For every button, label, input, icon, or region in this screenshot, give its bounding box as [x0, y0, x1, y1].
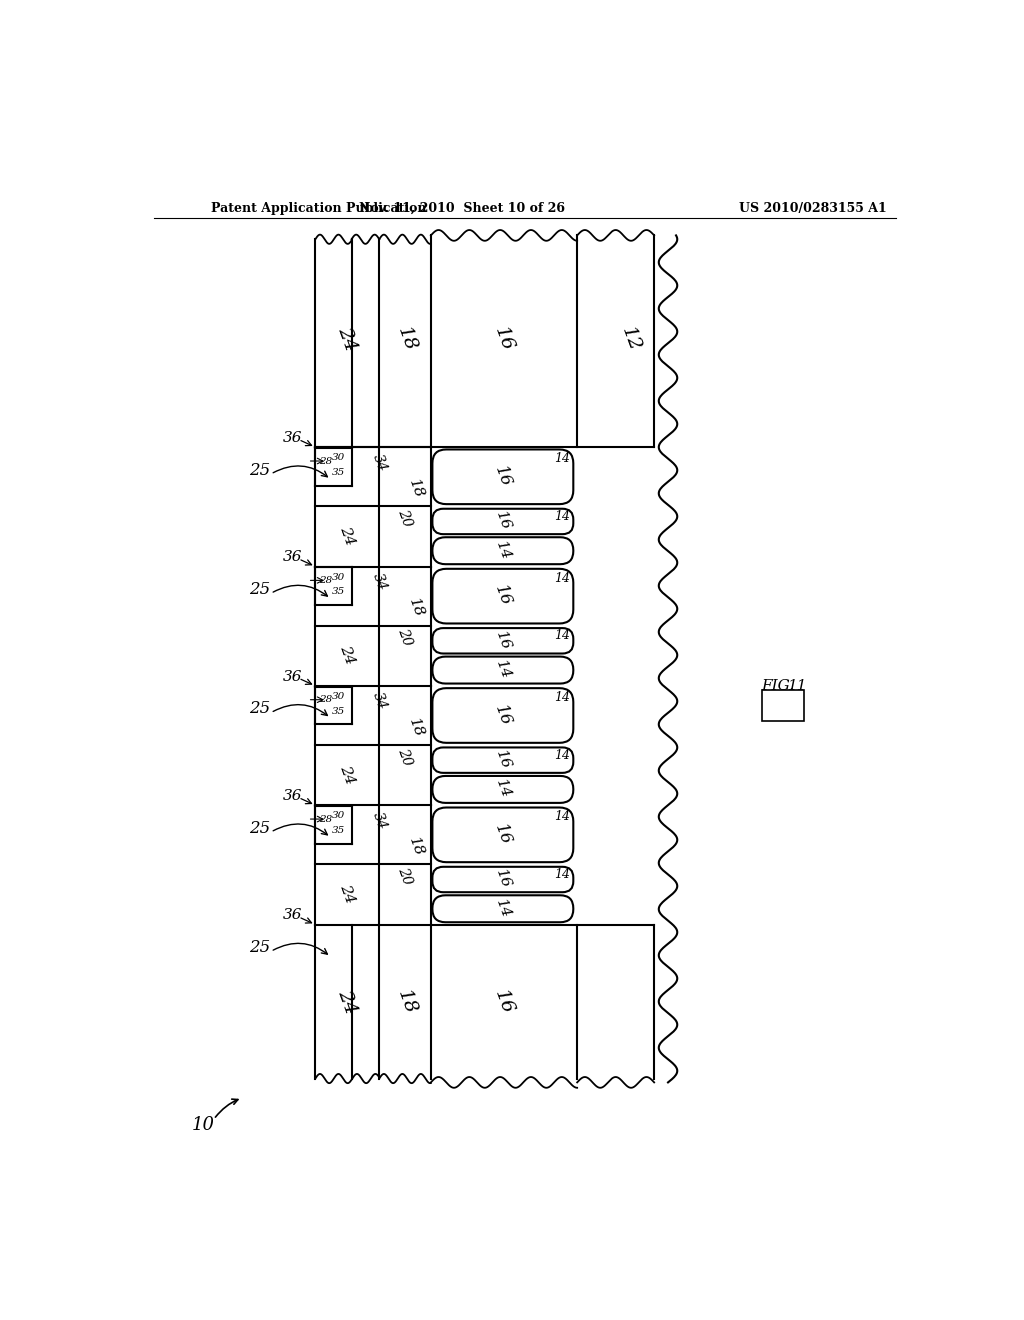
Text: 36: 36	[283, 908, 302, 923]
Text: 18: 18	[407, 715, 426, 739]
Text: 18: 18	[394, 987, 419, 1016]
Text: 14: 14	[493, 896, 513, 920]
Text: 16: 16	[492, 821, 514, 847]
Text: 20: 20	[395, 866, 415, 887]
Text: 14: 14	[493, 659, 513, 681]
Text: 35: 35	[332, 706, 345, 715]
FancyBboxPatch shape	[432, 449, 573, 504]
Text: 28: 28	[319, 457, 333, 466]
Text: 14: 14	[554, 453, 569, 465]
FancyBboxPatch shape	[432, 808, 573, 862]
Text: 30: 30	[332, 573, 345, 582]
FancyBboxPatch shape	[432, 537, 573, 564]
FancyBboxPatch shape	[432, 569, 573, 623]
Text: 24: 24	[337, 524, 356, 548]
Text: 18: 18	[407, 477, 426, 500]
Text: 10: 10	[193, 1115, 215, 1134]
Text: 36: 36	[283, 669, 302, 684]
Text: 12: 12	[618, 325, 644, 354]
Text: 30: 30	[332, 812, 345, 821]
Text: 14: 14	[493, 777, 513, 801]
Text: 25: 25	[249, 581, 270, 598]
Text: 24: 24	[335, 987, 360, 1016]
Text: 36: 36	[283, 550, 302, 564]
Text: 18: 18	[394, 325, 419, 354]
Text: 16: 16	[492, 325, 517, 354]
Text: 16: 16	[492, 463, 514, 490]
Text: 16: 16	[493, 748, 513, 771]
Text: 25: 25	[249, 701, 270, 718]
Text: 20: 20	[395, 507, 415, 529]
Text: 18: 18	[407, 597, 426, 619]
Text: 28: 28	[319, 696, 333, 704]
Text: 36: 36	[283, 430, 302, 445]
Text: 34: 34	[370, 572, 389, 593]
FancyBboxPatch shape	[432, 895, 573, 923]
FancyBboxPatch shape	[432, 867, 573, 892]
Text: 34: 34	[370, 810, 389, 832]
Text: 16: 16	[492, 987, 517, 1016]
Bar	[762, 689, 804, 721]
Text: 14: 14	[554, 748, 569, 762]
FancyBboxPatch shape	[432, 688, 573, 743]
Text: 30: 30	[332, 454, 345, 462]
Text: 18: 18	[407, 836, 426, 858]
Text: 35: 35	[332, 469, 345, 477]
Text: 30: 30	[332, 692, 345, 701]
Text: 16: 16	[493, 628, 513, 652]
Text: 14: 14	[493, 539, 513, 562]
Text: 11: 11	[788, 678, 808, 693]
FancyBboxPatch shape	[432, 628, 573, 653]
Text: 16: 16	[493, 867, 513, 891]
Text: 14: 14	[554, 810, 569, 824]
Text: 24: 24	[335, 325, 360, 354]
Text: 25: 25	[249, 939, 270, 956]
Text: Patent Application Publication: Patent Application Publication	[211, 202, 427, 215]
Text: 20: 20	[395, 627, 415, 648]
Text: 25: 25	[249, 820, 270, 837]
Text: 24: 24	[337, 882, 356, 906]
Text: 24: 24	[337, 643, 356, 667]
Text: 14: 14	[554, 572, 569, 585]
Text: 34: 34	[370, 451, 389, 474]
Text: 24: 24	[337, 763, 356, 785]
Text: 16: 16	[492, 702, 514, 729]
Text: 35: 35	[332, 587, 345, 597]
FancyBboxPatch shape	[432, 776, 573, 803]
Text: 28: 28	[319, 814, 333, 824]
FancyBboxPatch shape	[432, 508, 573, 535]
Text: FIG.: FIG.	[761, 678, 794, 693]
Text: 16: 16	[493, 510, 513, 533]
Text: Nov. 11, 2010  Sheet 10 of 26: Nov. 11, 2010 Sheet 10 of 26	[358, 202, 564, 215]
Text: 35: 35	[332, 826, 345, 836]
Text: 14: 14	[554, 690, 569, 704]
Text: 14: 14	[554, 630, 569, 643]
FancyBboxPatch shape	[432, 747, 573, 774]
Text: 20: 20	[395, 746, 415, 767]
Text: 28: 28	[319, 576, 333, 585]
Text: 34: 34	[370, 690, 389, 711]
Text: 14: 14	[554, 510, 569, 523]
Text: 14: 14	[554, 869, 569, 880]
Text: US 2010/0283155 A1: US 2010/0283155 A1	[739, 202, 887, 215]
FancyBboxPatch shape	[432, 656, 573, 684]
Text: 25: 25	[249, 462, 270, 479]
Text: 16: 16	[492, 583, 514, 609]
Text: 36: 36	[283, 789, 302, 803]
